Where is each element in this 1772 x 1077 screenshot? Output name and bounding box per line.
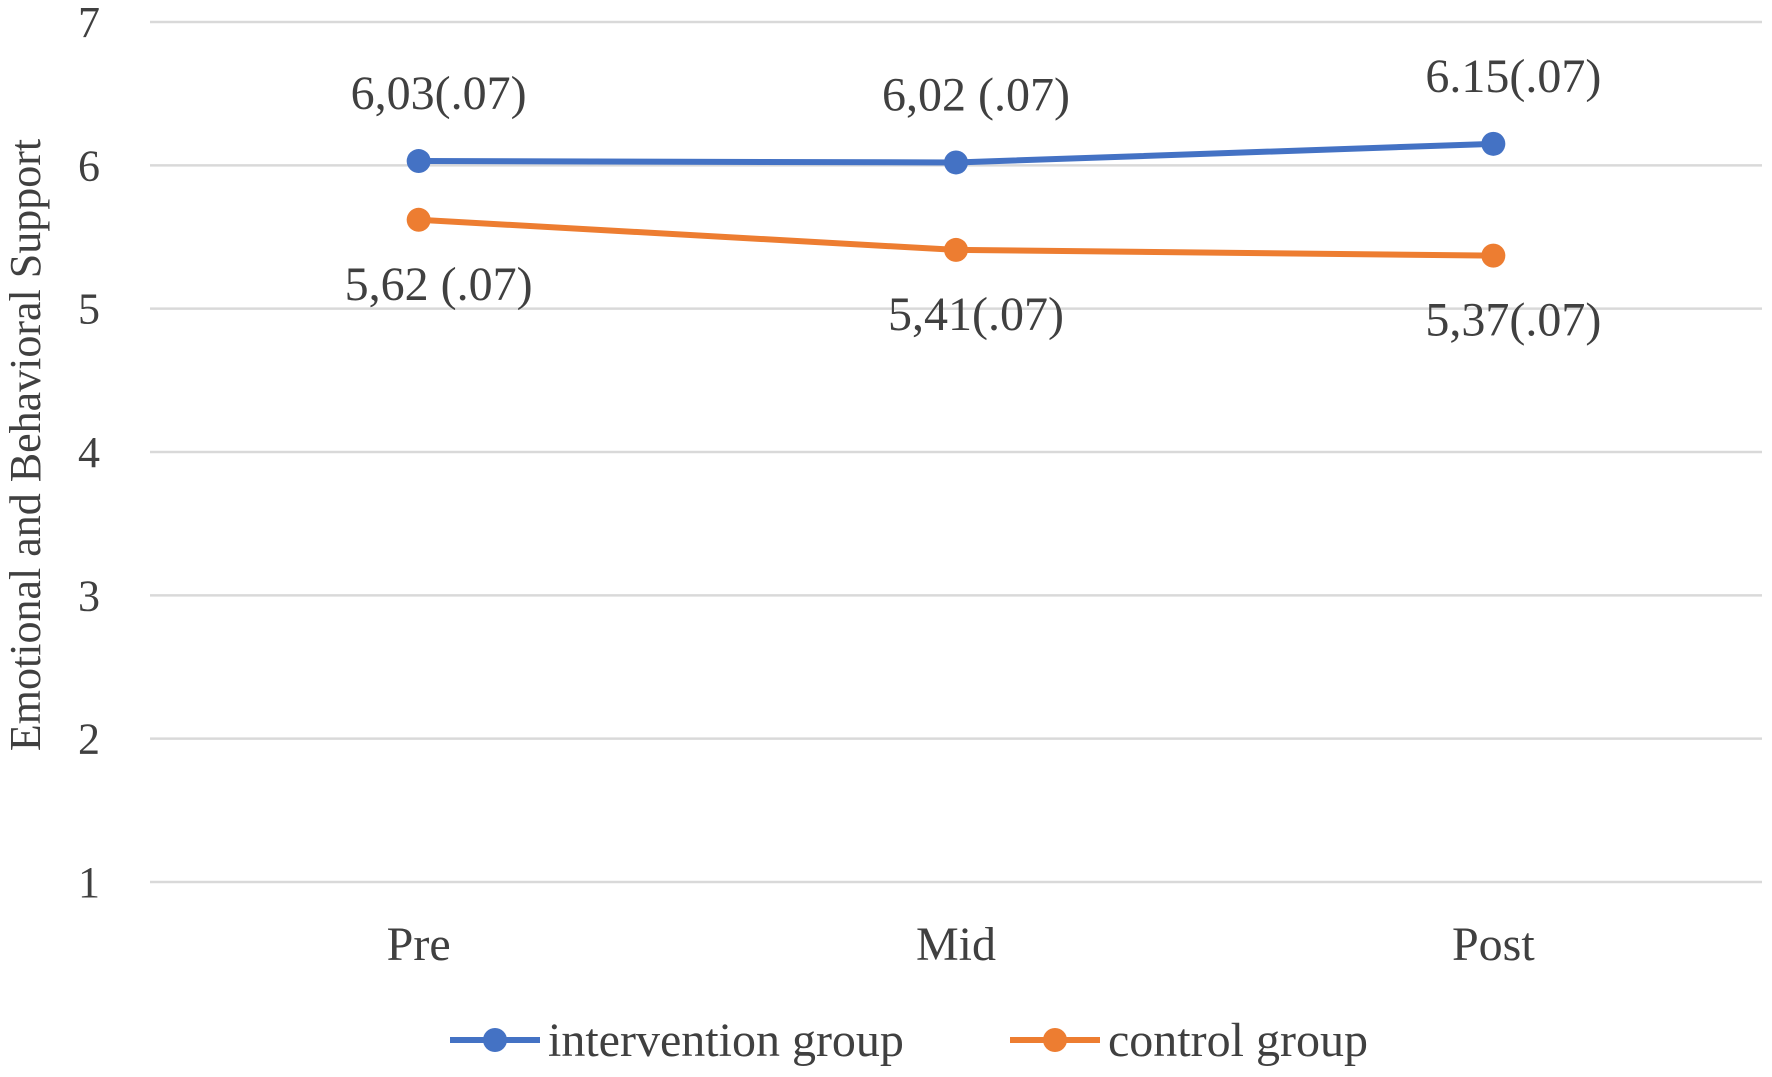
y-tick-label: 2 bbox=[78, 715, 100, 764]
y-tick-label: 4 bbox=[78, 428, 100, 477]
series-lines bbox=[406, 131, 1506, 268]
data-point bbox=[1481, 131, 1506, 156]
y-tick-label: 5 bbox=[78, 285, 100, 334]
x-category-label: Mid bbox=[916, 918, 996, 971]
legend-item-1: control group bbox=[1010, 1014, 1368, 1067]
data-label: 6.15(.07) bbox=[1425, 50, 1601, 103]
x-axis-categories: Pre Mid Post bbox=[387, 918, 1536, 971]
y-axis-title: Emotional and Behavioral Support bbox=[1, 139, 50, 751]
data-point bbox=[944, 237, 968, 262]
data-point bbox=[944, 150, 968, 175]
x-category-label: Pre bbox=[387, 918, 451, 971]
legend-marker bbox=[483, 1028, 507, 1052]
series-1 bbox=[406, 207, 1506, 268]
data-label: 6,02 (.07) bbox=[882, 68, 1070, 121]
legend-label: intervention group bbox=[548, 1014, 904, 1067]
y-tick-label: 6 bbox=[78, 141, 100, 190]
y-tick-label: 3 bbox=[78, 571, 100, 620]
data-labels: 6,03(.07) 6,02 (.07) 6.15(.07) 5,62 (.07) 5,… bbox=[345, 50, 1602, 347]
data-label: 5,37(.07) bbox=[1425, 294, 1601, 347]
legend: intervention group control group bbox=[450, 1014, 1368, 1067]
data-label: 6,03(.07) bbox=[351, 67, 527, 120]
x-category-label: Post bbox=[1452, 918, 1535, 971]
series-0 bbox=[406, 131, 1506, 175]
data-point bbox=[1481, 243, 1506, 268]
legend-marker bbox=[1043, 1028, 1067, 1052]
legend-label: control group bbox=[1108, 1014, 1368, 1067]
y-axis-ticks: 1 2 3 4 5 6 7 bbox=[78, 0, 100, 907]
data-point bbox=[406, 149, 431, 174]
data-point bbox=[406, 207, 431, 232]
data-label: 5,62 (.07) bbox=[345, 258, 533, 311]
y-tick-label: 7 bbox=[78, 0, 100, 47]
y-tick-label: 1 bbox=[78, 858, 100, 907]
legend-item-0: intervention group bbox=[450, 1014, 904, 1067]
data-label: 5,41(.07) bbox=[888, 288, 1064, 341]
